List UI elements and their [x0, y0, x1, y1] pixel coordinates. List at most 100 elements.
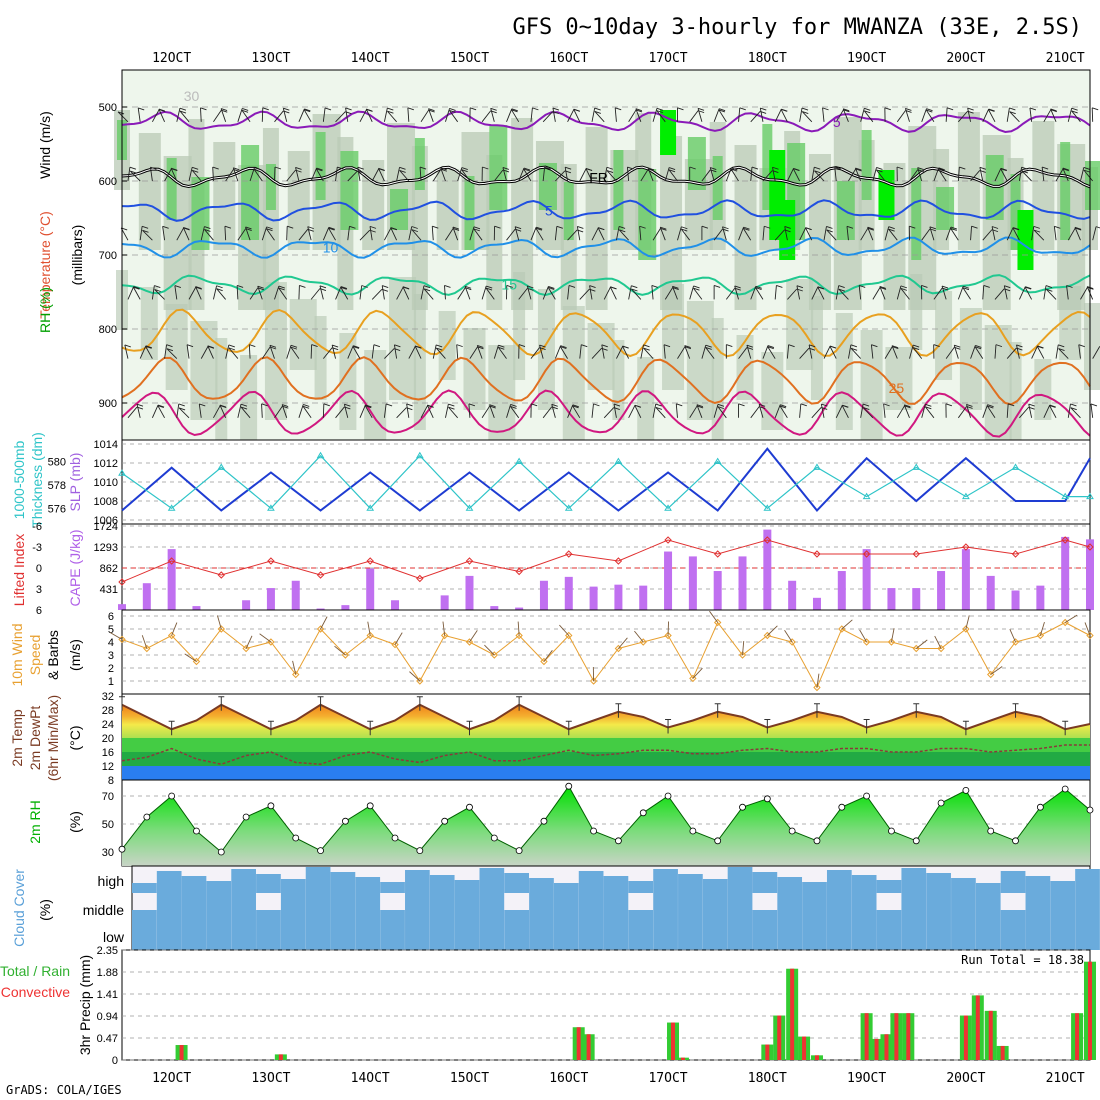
wind-barb-flag — [1008, 403, 1015, 407]
wind-barb-flag — [594, 107, 601, 111]
wind-barb — [399, 170, 410, 182]
wind-barb-flag — [814, 170, 821, 174]
wind-barb-flag — [166, 344, 173, 348]
wind-barb-flag — [419, 166, 427, 170]
wind-barb-flag — [1054, 225, 1061, 229]
wind-barb-flag — [440, 167, 447, 171]
rh-point — [987, 827, 995, 835]
cloud-middle-block — [1050, 893, 1076, 922]
bottom-tick-label: 17OCT — [648, 1071, 687, 1086]
cloud-low-block — [777, 922, 803, 950]
wind-barb-flag — [319, 285, 327, 289]
wind-barb — [367, 621, 371, 636]
wind-barb — [1006, 107, 1010, 122]
rh-shade-green — [1085, 161, 1100, 210]
cloud-middle-block — [777, 893, 803, 922]
li-tick-label: -3 — [32, 542, 42, 554]
wind-barb — [962, 287, 971, 300]
wind-barb-flag — [622, 345, 629, 349]
wind-barb — [347, 226, 350, 241]
wind-barb-flag — [926, 109, 933, 113]
cape-bar — [639, 585, 648, 610]
wind-barb — [909, 344, 914, 359]
wind-barb — [1092, 226, 1097, 241]
wind-barb-flag — [593, 403, 600, 407]
wind-barb-flag — [414, 345, 422, 349]
wind-barb — [124, 344, 129, 359]
cloud-high-block — [901, 868, 927, 893]
wind-barb — [618, 637, 628, 649]
cape-bar — [291, 580, 300, 610]
wind-barb-flag — [975, 346, 982, 350]
temp-line — [121, 703, 1091, 731]
wind-barb — [216, 615, 222, 630]
cloud-high-block — [1050, 881, 1076, 893]
wind-barb-flag — [668, 169, 676, 173]
cloud-low-block — [678, 922, 703, 950]
precip-conv-bar — [1000, 1045, 1005, 1060]
wind-barb-flag — [224, 225, 232, 229]
wind-barb — [171, 622, 178, 636]
cloud-middle-block — [181, 893, 207, 922]
wind-barb — [384, 348, 395, 359]
wind-barb — [1024, 286, 1033, 300]
wind-barb — [1050, 108, 1057, 122]
wind-barb — [693, 287, 703, 300]
wind-barb — [310, 167, 318, 182]
li-point — [167, 557, 176, 565]
li-tick-label: 0 — [36, 563, 42, 575]
wind-barb — [817, 286, 825, 300]
rh-point — [341, 817, 349, 825]
wind-barb — [535, 227, 544, 241]
top-tick-label: 21OCT — [1046, 51, 1085, 66]
wind-barb — [888, 228, 898, 241]
wind-barb — [811, 286, 819, 300]
wind-barb — [445, 404, 449, 418]
wind-barb — [713, 228, 723, 241]
precip-tick-label: 1.88 — [97, 967, 118, 979]
wind-barb — [282, 108, 288, 122]
wind-barb-flag — [290, 346, 298, 350]
cloud-high-block — [429, 875, 455, 893]
cape-bar — [366, 568, 375, 610]
wind-barb — [945, 107, 948, 122]
wind-barb-flag — [1074, 226, 1082, 230]
rh-shade-mid — [436, 169, 459, 250]
wind-barb-flag — [249, 344, 256, 348]
wind-barb-flag — [1028, 403, 1035, 407]
bottom-tick-label: 20OCT — [946, 1071, 985, 1086]
wind-barb — [554, 226, 558, 241]
cloud-middle-block — [529, 893, 554, 922]
wind-barb-flag — [655, 403, 662, 407]
wind-barb — [967, 108, 972, 122]
cape-bar — [1011, 590, 1020, 610]
li-point — [217, 571, 225, 579]
wind-barb — [890, 628, 895, 643]
wind-barb — [257, 286, 263, 300]
wind-barb-flag — [718, 109, 726, 113]
wind-speed-point — [813, 683, 821, 692]
wind-barb-flag — [929, 226, 936, 230]
wind-barb-flag — [780, 404, 787, 408]
li-point — [316, 571, 325, 579]
wind-barb-flag — [506, 284, 513, 288]
wind-barb-flag — [548, 285, 555, 289]
wind-barb — [530, 347, 540, 359]
cape-bar — [664, 551, 673, 610]
cape-bar — [391, 600, 400, 610]
wind-barb — [204, 229, 214, 241]
wind-barb — [573, 109, 581, 122]
wind-barb-flag — [179, 110, 187, 114]
wind-speed-point — [689, 674, 697, 683]
cloud-low-block — [876, 922, 902, 950]
wind-barb-flag — [278, 287, 285, 291]
wind-barb-flag — [133, 286, 140, 290]
wind-barb — [302, 406, 312, 419]
wind-barb — [860, 227, 869, 241]
cape-label-li: Lifted Index — [11, 534, 27, 606]
rh-shade-green — [687, 137, 706, 190]
wind-barb — [198, 403, 202, 418]
rh-shade-mid — [314, 316, 327, 400]
wind-barb — [784, 630, 793, 643]
wind-barb — [530, 107, 533, 122]
